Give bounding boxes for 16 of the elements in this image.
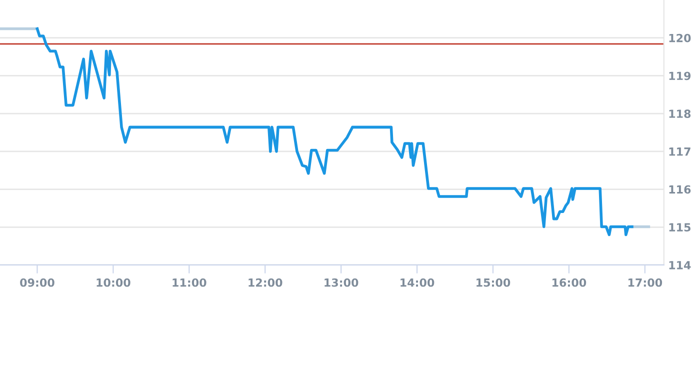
x-tick-label: 17:00: [628, 278, 662, 287]
x-tick-label: 14:00: [400, 278, 434, 287]
y-tick-label: 116: [669, 185, 691, 194]
x-tick-label: 16:00: [552, 278, 586, 287]
x-tick-label: 13:00: [324, 278, 358, 287]
y-tick-label: 117: [669, 148, 690, 156]
y-tick-label: 118: [669, 110, 691, 118]
y-tick-label: 115: [669, 223, 690, 232]
x-tick-label: 15:00: [476, 278, 510, 287]
y-tick-label: 120: [669, 34, 691, 42]
x-tick-label: 09:00: [20, 278, 54, 287]
x-tick-label: 10:00: [96, 278, 130, 287]
y-tick-label: 114: [669, 261, 691, 270]
x-tick-label: 11:00: [172, 278, 206, 287]
y-tick-label: 119: [669, 72, 691, 80]
x-tick-label: 12:00: [248, 278, 282, 287]
